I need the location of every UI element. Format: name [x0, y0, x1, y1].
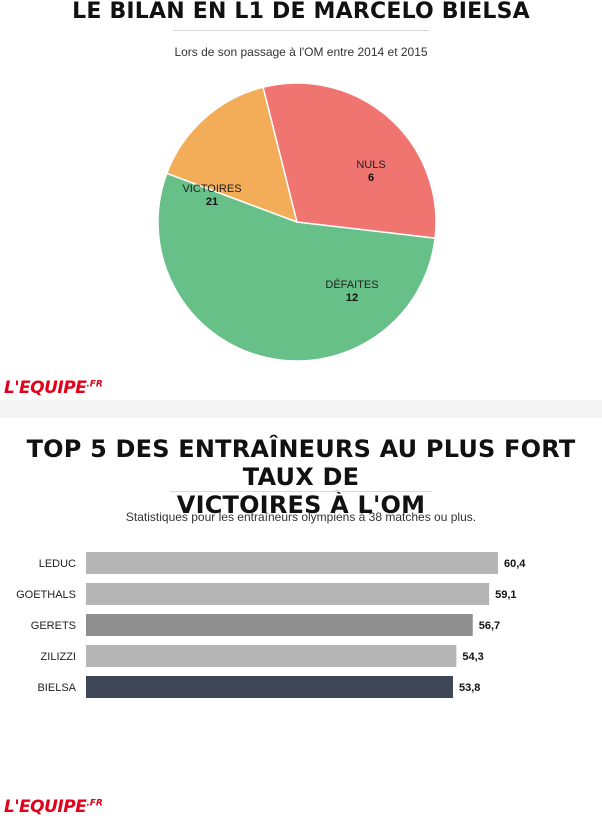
pie-value-defaites: 12 — [346, 292, 358, 304]
bar-title-line2: VICTOIRES À L'OM — [176, 491, 426, 519]
bar-chart-subtitle: Statistiques pour les entraîneurs olympi… — [125, 510, 477, 524]
bar-goethals — [86, 583, 490, 605]
bar-gerets — [86, 614, 473, 636]
bar-category-leduc: LEDUC — [39, 558, 76, 570]
bar-bielsa — [86, 676, 453, 698]
pie-label-defaites: DÉFAITES — [325, 278, 378, 291]
lequipe-logo: L'EQUIPE.FR — [4, 378, 103, 398]
pie-label-victoires: VICTOIRES — [182, 183, 241, 195]
pie-slice-victoires — [157, 172, 436, 362]
bar-category-bielsa: BIELSA — [37, 682, 76, 694]
bar-category-goethals: GOETHALS — [16, 589, 76, 601]
bar-value-bielsa: 53,8 — [459, 682, 480, 694]
bar-panel: TOP 5 DES ENTRAÎNEURS AU PLUS FORT TAUX … — [0, 418, 602, 823]
pie-value-nuls: 6 — [368, 172, 374, 184]
bar-value-zilizzi: 54,3 — [462, 651, 483, 663]
bar-chart: LEDUC 60,4 GOETHALS 59,1 GERETS 56,7 ZILIZZI 54… — [16, 552, 526, 698]
bar-value-goethals: 59,1 — [495, 589, 516, 601]
pie-chart-subtitle: Lors de son passage à l'OM entre 2014 et… — [174, 45, 428, 59]
bar-chart-title: TOP 5 DES ENTRAÎNEURS AU PLUS FORT TAUX … — [0, 435, 602, 519]
pie-title-rule — [173, 30, 429, 31]
logo-suffix: .FR — [86, 798, 103, 809]
lequipe-logo-bottom: L'EQUIPE.FR — [4, 797, 103, 817]
pie-chart-title: LE BILAN EN L1 DE MARCELO BIELSA — [72, 0, 530, 24]
logo-text: L'EQUIPE — [4, 797, 87, 817]
logo-suffix: .FR — [86, 379, 103, 390]
pie-slice-defaites — [262, 82, 437, 239]
bar-value-gerets: 56,7 — [479, 620, 500, 632]
bar-category-gerets: GERETS — [31, 620, 76, 632]
bar-category-zilizzi: ZILIZZI — [41, 651, 76, 663]
pie-slice-nuls — [165, 86, 299, 224]
pie-panel: LE BILAN EN L1 DE MARCELO BIELSA Lors de… — [0, 0, 602, 400]
bar-title-rule — [170, 491, 432, 492]
bar-leduc — [86, 552, 498, 574]
bar-zilizzi — [86, 645, 457, 667]
bar-title-line1: TOP 5 DES ENTRAÎNEURS AU PLUS FORT TAUX … — [26, 435, 576, 491]
pie-value-victoires: 21 — [206, 196, 218, 208]
pie-label-nuls: NULS — [356, 159, 385, 171]
bar-value-leduc: 60,4 — [504, 558, 526, 570]
logo-text: L'EQUIPE — [4, 378, 87, 398]
panel-separator — [0, 400, 602, 418]
